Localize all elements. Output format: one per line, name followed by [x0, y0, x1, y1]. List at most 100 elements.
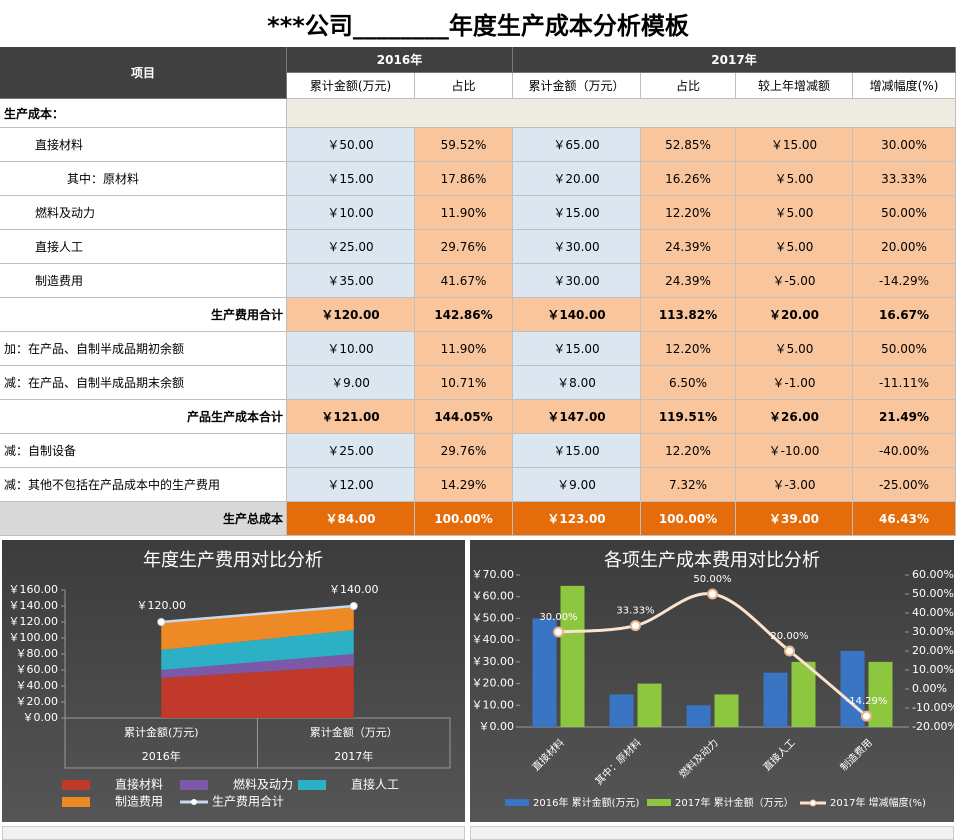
legend-label: 2016年 累计金额(万元) [533, 796, 640, 809]
table-cell: ￥39.00 [736, 502, 853, 536]
y-tick-label: ￥10.00 [472, 698, 515, 711]
row-label: 直接人工 [0, 230, 287, 264]
y-tick-label: ￥20.00 [472, 677, 515, 690]
table-cell: ￥50.00 [287, 128, 415, 162]
y-tick-label: ￥60.00 [472, 590, 515, 603]
table-cell: 100.00% [641, 502, 736, 536]
table-cell: ￥35.00 [287, 264, 415, 298]
row-label: 制造费用 [0, 264, 287, 298]
data-label: 33.33% [616, 606, 654, 617]
row-label: 加：在产品、自制半成品期初余额 [0, 332, 287, 366]
data-label: 50.00% [693, 574, 731, 585]
table-cell: 113.82% [641, 298, 736, 332]
table-cell: 52.85% [641, 128, 736, 162]
total-point [349, 602, 358, 610]
legend-label: 生产费用合计 [212, 794, 284, 809]
table-cell: ￥15.00 [736, 128, 853, 162]
table-cell: 12.20% [641, 434, 736, 468]
table-cell: 20.00% [853, 230, 956, 264]
legend-label: 制造费用 [115, 795, 163, 809]
x-tick-label: 累计金额(万元) [124, 725, 199, 739]
y2-tick-label: 40.00% [912, 606, 954, 619]
table-cell: ￥20.00 [736, 298, 853, 332]
table-cell: ￥15.00 [513, 196, 641, 230]
table-cell: ￥15.00 [513, 332, 641, 366]
table-cell: ￥-10.00 [736, 434, 853, 468]
table-cell: 10.71% [415, 366, 513, 400]
y-tick-label: ￥70.00 [472, 568, 515, 581]
total-point [157, 618, 166, 626]
table-cell: 11.90% [415, 332, 513, 366]
bar [791, 661, 816, 727]
legend-swatch [647, 799, 671, 806]
table-cell: 16.26% [641, 162, 736, 196]
table-cell: ￥10.00 [287, 332, 415, 366]
header-column: 增减幅度(%) [853, 73, 956, 99]
y2-tick-label: 50.00% [912, 587, 954, 600]
area [161, 630, 354, 670]
table-cell: ￥8.00 [513, 366, 641, 400]
chart-panel [470, 826, 954, 840]
legend-swatch [191, 799, 197, 805]
row-label: 减：自制设备 [0, 434, 287, 468]
x-group-label: 2017年 [334, 749, 373, 763]
table-cell: 29.76% [415, 230, 513, 264]
growth-point [861, 710, 872, 722]
table-cell: ￥147.00 [513, 400, 641, 434]
header-column: 较上年增减额 [736, 73, 853, 99]
bar [714, 694, 739, 727]
bar [840, 651, 865, 727]
table-cell: ￥12.00 [287, 468, 415, 502]
bar [637, 683, 662, 727]
bar [532, 618, 557, 727]
table-cell: 41.67% [415, 264, 513, 298]
y-tick-label: ￥60.00 [16, 663, 59, 676]
table-cell: 21.49% [853, 400, 956, 434]
x-tick-label: 累计金额（万元） [310, 725, 398, 739]
total-line [161, 604, 354, 624]
y2-tick-label: 20.00% [912, 644, 954, 657]
table-cell: ￥15.00 [513, 434, 641, 468]
table-cell: ￥15.00 [287, 162, 415, 196]
table-cell: ￥-5.00 [736, 264, 853, 298]
y2-tick-label: 30.00% [912, 625, 954, 638]
header-column: 占比 [415, 73, 513, 99]
chart-panel [2, 826, 465, 840]
legend-swatch [62, 797, 90, 807]
y-tick-label: ￥30.00 [472, 655, 515, 668]
header-year: 2016年 [287, 47, 513, 73]
y-tick-label: ￥140.00 [9, 599, 59, 612]
table-cell: 144.05% [415, 400, 513, 434]
bar [686, 705, 711, 727]
page-title: ***公司________年度生产成本分析模板 [267, 11, 689, 40]
table-cell: 14.29% [415, 468, 513, 502]
bar [868, 661, 893, 727]
chart-title: 年度生产费用对比分析 [143, 550, 323, 571]
table-cell: ￥-3.00 [736, 468, 853, 502]
row-label: 生产费用合计 [0, 298, 287, 332]
table-cell: -14.29% [853, 264, 956, 298]
y-tick-label: ￥80.00 [16, 647, 59, 660]
y2-tick-label: -20.00% [912, 720, 956, 733]
growth-point [784, 645, 795, 657]
y-tick-label: ￥100.00 [9, 631, 59, 644]
header-column: 累计金额(万元) [287, 73, 415, 99]
table-cell: ￥123.00 [513, 502, 641, 536]
table-cell: 7.32% [641, 468, 736, 502]
table-cell: 12.20% [641, 332, 736, 366]
table-cell: ￥84.00 [287, 502, 415, 536]
y-tick-label: ￥50.00 [472, 611, 515, 624]
row-label: 其中：原材料 [0, 162, 287, 196]
table-cell: 119.51% [641, 400, 736, 434]
growth-point [707, 588, 718, 600]
table-cell: 46.43% [853, 502, 956, 536]
legend-swatch [505, 799, 529, 806]
area [161, 666, 354, 718]
legend-label: 直接材料 [115, 777, 163, 792]
y-tick-label: ￥160.00 [9, 583, 59, 596]
y-tick-label: ￥0.00 [479, 720, 515, 733]
y2-tick-label: 10.00% [912, 663, 954, 676]
table-cell: ￥121.00 [287, 400, 415, 434]
y-tick-label: ￥40.00 [472, 633, 515, 646]
